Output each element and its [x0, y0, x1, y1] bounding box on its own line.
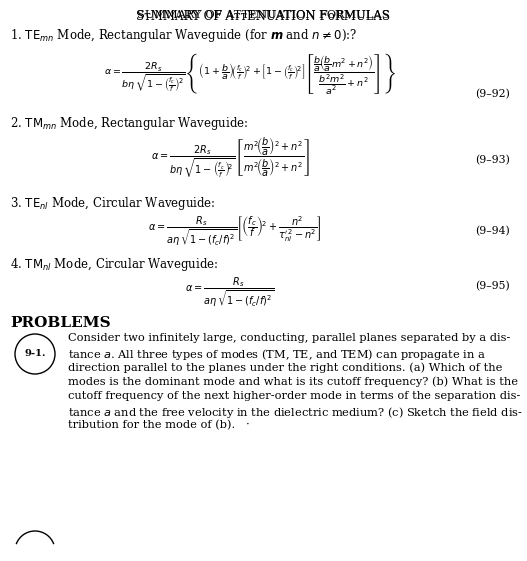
Text: (9–93): (9–93)	[475, 155, 510, 165]
Text: $\alpha = \dfrac{2R_s}{b\eta\,\sqrt{1-\left(\frac{f_c}{f}\right)^{\!2}}}\left\{\: $\alpha = \dfrac{2R_s}{b\eta\,\sqrt{1-\l…	[104, 51, 396, 96]
Text: tance $a$ and the free velocity in the dielectric medium? (c) Sketch the field d: tance $a$ and the free velocity in the d…	[68, 406, 523, 421]
Text: (9–92): (9–92)	[475, 89, 510, 99]
Text: cutoff frequency of the next higher-order mode in terms of the separation dis-: cutoff frequency of the next higher-orde…	[68, 391, 520, 401]
Text: $\alpha = \dfrac{R_s}{a\eta\,\sqrt{1-(f_c/f)^{2}}}\left[\left(\dfrac{f_c}{f}\rig: $\alpha = \dfrac{R_s}{a\eta\,\sqrt{1-(f_…	[148, 214, 321, 247]
Text: 4. $\mathrm{TM}_{nl}$ Mode, Circular Waveguide:: 4. $\mathrm{TM}_{nl}$ Mode, Circular Wav…	[10, 256, 218, 273]
Text: (9–95): (9–95)	[475, 281, 510, 291]
Text: 3. $\mathrm{TE}_{nl}$ Mode, Circular Waveguide:: 3. $\mathrm{TE}_{nl}$ Mode, Circular Wav…	[10, 195, 216, 212]
Text: PROBLEMS: PROBLEMS	[10, 316, 111, 330]
Text: $\alpha = \dfrac{2R_s}{b\eta\,\sqrt{1-\left(\frac{f_c}{f}\right)^{\!2}}}\left[\d: $\alpha = \dfrac{2R_s}{b\eta\,\sqrt{1-\l…	[151, 135, 309, 180]
Text: (9–94): (9–94)	[475, 226, 510, 236]
Text: SUMMARY OF ATTENUATION FORMULAS: SUMMARY OF ATTENUATION FORMULAS	[136, 10, 389, 20]
Text: 9-1.: 9-1.	[24, 350, 46, 358]
Text: tribution for the mode of (b).   ·: tribution for the mode of (b). ·	[68, 420, 250, 430]
Text: Consider two infinitely large, conducting, parallel planes separated by a dis-: Consider two infinitely large, conductin…	[68, 333, 510, 343]
Text: modes is the dominant mode and what is its cutoff frequency? (b) What is the: modes is the dominant mode and what is i…	[68, 376, 518, 387]
Circle shape	[15, 334, 55, 374]
Text: tance $a$. All three types of modes (TM, TE, and TEM) can propagate in a: tance $a$. All three types of modes (TM,…	[68, 347, 486, 362]
Text: 2. $\mathrm{TM}_{mn}$ Mode, Rectangular Waveguide:: 2. $\mathrm{TM}_{mn}$ Mode, Rectangular …	[10, 115, 248, 132]
Text: direction parallel to the planes under the right conditions. (a) Which of the: direction parallel to the planes under t…	[68, 362, 502, 373]
Text: $\alpha = \dfrac{R_s}{a\eta\,\sqrt{1-(f_c/f)^{2}}}$: $\alpha = \dfrac{R_s}{a\eta\,\sqrt{1-(f_…	[186, 276, 275, 310]
Text: 1. $\mathrm{TE}_{mn}$ Mode, Rectangular Waveguide (for $\boldsymbol{m}$ and $n \: 1. $\mathrm{TE}_{mn}$ Mode, Rectangular …	[10, 27, 357, 44]
Text: SᴛMMARY OF AᴛᴛENUATION FᴏRMULAS: SᴛMMARY OF AᴛᴛENUATION FᴏRMULAS	[136, 10, 390, 23]
